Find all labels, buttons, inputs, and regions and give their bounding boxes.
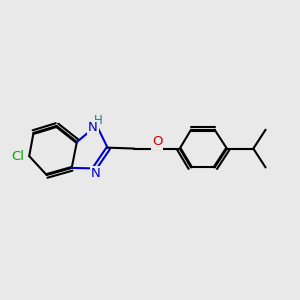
- Text: Cl: Cl: [11, 150, 24, 163]
- Text: H: H: [94, 114, 103, 127]
- Text: N: N: [91, 167, 100, 180]
- Text: N: N: [88, 121, 98, 134]
- Text: O: O: [152, 136, 162, 148]
